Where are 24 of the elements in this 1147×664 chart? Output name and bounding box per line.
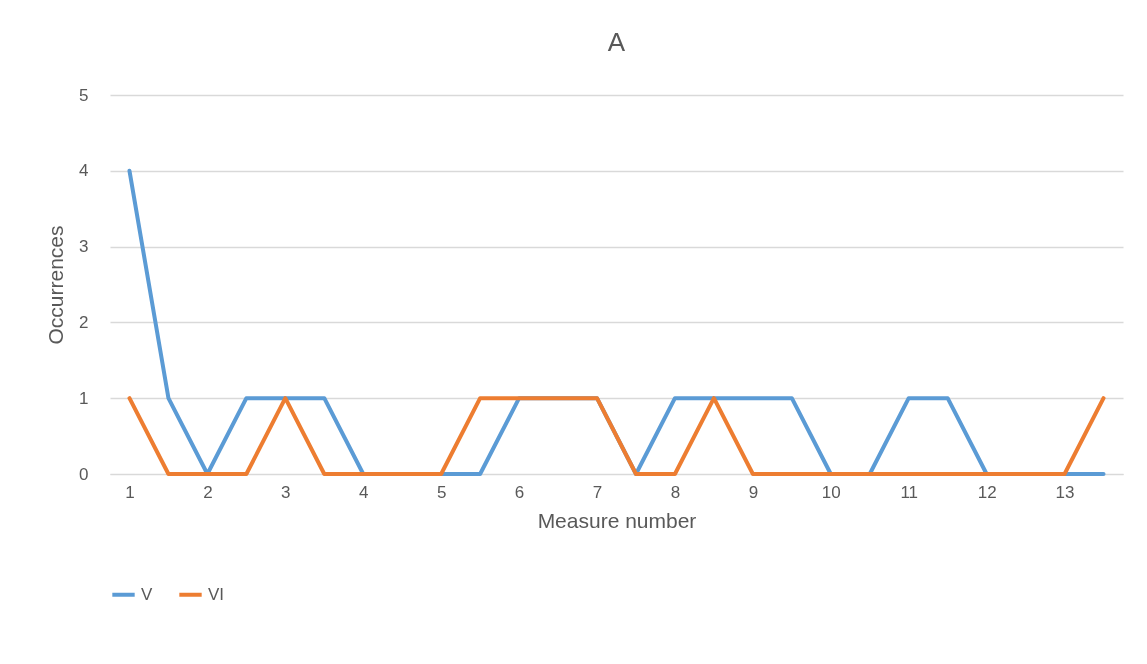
y-tick-label: 1 xyxy=(79,388,89,408)
x-tick-label: 5 xyxy=(436,482,447,502)
x-tick-label: 11 xyxy=(900,482,919,502)
x-axis-title: Measure number xyxy=(537,508,697,532)
legend-label: V xyxy=(141,584,153,604)
x-tick-label: 6 xyxy=(514,482,525,502)
x-tick-label: 13 xyxy=(1055,482,1075,502)
x-tick-label: 4 xyxy=(359,482,369,502)
x-tick-label: 2 xyxy=(203,482,213,502)
y-tick-label: 4 xyxy=(79,161,89,181)
y-tick-label: 5 xyxy=(79,85,89,105)
y-tick-label: 3 xyxy=(79,237,89,257)
x-tick-label: 7 xyxy=(592,482,603,502)
x-tick-label: 8 xyxy=(670,482,681,502)
x-tick-label: 9 xyxy=(748,482,759,502)
legend-label: VI xyxy=(208,584,225,604)
x-tick-label: 10 xyxy=(821,482,841,502)
chart-title: A xyxy=(607,27,626,57)
x-tick-label: 1 xyxy=(125,482,135,502)
x-tick-label: 12 xyxy=(977,482,997,502)
x-tick-label: 3 xyxy=(281,482,291,502)
y-tick-label: 2 xyxy=(79,312,89,332)
y-tick-label: 0 xyxy=(79,464,89,484)
y-axis-title: Occurrences xyxy=(44,225,68,345)
